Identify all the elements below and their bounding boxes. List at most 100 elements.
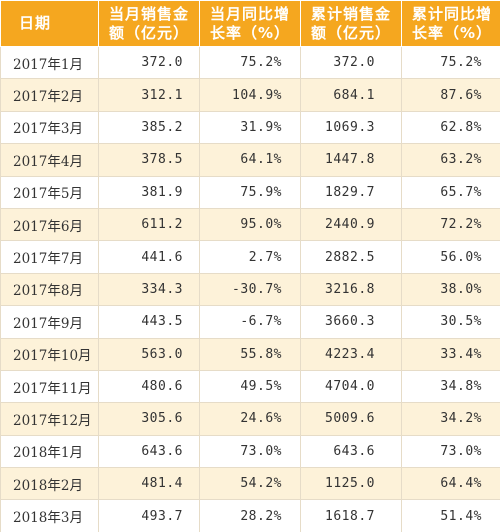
- header-cumulative-growth: 累计同比增 长率（%）: [401, 0, 500, 47]
- cell-cumulative-growth: 73.0%: [401, 434, 500, 469]
- table-row: 2018年3月 493.7 28.2% 1618.7 51.4%: [0, 499, 500, 532]
- table-body: 2017年1月 372.0 75.2% 372.0 75.2% 2017年2月 312.1 1…: [0, 45, 500, 532]
- cell-monthly-growth: 54.2%: [199, 467, 301, 501]
- cell-month: 2018年3月: [0, 499, 99, 532]
- cell-monthly-growth: 49.5%: [199, 369, 301, 404]
- cell-cumulative-growth: 34.2%: [401, 402, 500, 436]
- cell-monthly-sales: 481.4: [98, 467, 200, 501]
- cell-monthly-growth: 64.1%: [199, 143, 301, 177]
- cell-cumulative-sales: 1125.0: [300, 467, 402, 501]
- cell-cumulative-growth: 34.8%: [401, 369, 500, 404]
- cell-monthly-growth: 75.9%: [199, 175, 301, 209]
- cell-monthly-sales: 385.2: [98, 110, 200, 145]
- cell-cumulative-sales: 684.1: [300, 78, 402, 112]
- cell-cumulative-sales: 2440.9: [300, 207, 402, 242]
- cell-month: 2018年1月: [0, 434, 99, 469]
- table-row: 2017年2月 312.1 104.9% 684.1 87.6%: [0, 78, 500, 112]
- table-row: 2017年11月 480.6 49.5% 4704.0 34.8%: [0, 369, 500, 404]
- cell-cumulative-growth: 30.5%: [401, 305, 500, 339]
- cell-cumulative-sales: 5009.6: [300, 402, 402, 436]
- cell-monthly-growth: 73.0%: [199, 434, 301, 469]
- table-row: 2017年8月 334.3 -30.7% 3216.8 38.0%: [0, 272, 500, 307]
- table-row: 2017年1月 372.0 75.2% 372.0 75.2%: [0, 45, 500, 80]
- cell-monthly-growth: 24.6%: [199, 402, 301, 436]
- cell-monthly-growth: 104.9%: [199, 78, 301, 112]
- cell-month: 2017年3月: [0, 110, 99, 145]
- cell-month: 2017年6月: [0, 207, 99, 242]
- cell-monthly-growth: -6.7%: [199, 305, 301, 339]
- cell-month: 2017年9月: [0, 305, 99, 339]
- cell-monthly-sales: 381.9: [98, 175, 200, 209]
- cell-cumulative-sales: 4704.0: [300, 369, 402, 404]
- cell-cumulative-growth: 87.6%: [401, 78, 500, 112]
- cell-cumulative-sales: 372.0: [300, 45, 402, 80]
- cell-cumulative-growth: 64.4%: [401, 467, 500, 501]
- cell-monthly-growth: 2.7%: [199, 240, 301, 274]
- cell-monthly-growth: 75.2%: [199, 45, 301, 80]
- cell-cumulative-growth: 65.7%: [401, 175, 500, 209]
- cell-monthly-growth: -30.7%: [199, 272, 301, 307]
- cell-monthly-sales: 305.6: [98, 402, 200, 436]
- table-row: 2017年10月 563.0 55.8% 4223.4 33.4%: [0, 337, 500, 371]
- cell-monthly-growth: 95.0%: [199, 207, 301, 242]
- cell-cumulative-sales: 1829.7: [300, 175, 402, 209]
- cell-month: 2017年8月: [0, 272, 99, 307]
- cell-monthly-sales: 312.1: [98, 78, 200, 112]
- cell-month: 2018年2月: [0, 467, 99, 501]
- cell-monthly-sales: 480.6: [98, 369, 200, 404]
- table-row: 2017年9月 443.5 -6.7% 3660.3 30.5%: [0, 305, 500, 339]
- cell-month: 2017年5月: [0, 175, 99, 209]
- cell-month: 2017年4月: [0, 143, 99, 177]
- cell-monthly-growth: 31.9%: [199, 110, 301, 145]
- cell-monthly-sales: 441.6: [98, 240, 200, 274]
- table-header: 日期 当月销售金 额（亿元） 当月同比增 长率（%） 累计销售金 额（亿元） 累…: [0, 0, 500, 47]
- cell-cumulative-growth: 62.8%: [401, 110, 500, 145]
- cell-monthly-sales: 643.6: [98, 434, 200, 469]
- cell-cumulative-growth: 51.4%: [401, 499, 500, 532]
- cell-monthly-sales: 563.0: [98, 337, 200, 371]
- table-row: 2017年4月 378.5 64.1% 1447.8 63.2%: [0, 143, 500, 177]
- cell-monthly-sales: 334.3: [98, 272, 200, 307]
- table-row: 2017年5月 381.9 75.9% 1829.7 65.7%: [0, 175, 500, 209]
- cell-cumulative-growth: 75.2%: [401, 45, 500, 80]
- header-monthly-sales: 当月销售金 额（亿元）: [98, 0, 200, 47]
- table-row: 2017年6月 611.2 95.0% 2440.9 72.2%: [0, 207, 500, 242]
- table-row: 2017年3月 385.2 31.9% 1069.3 62.8%: [0, 110, 500, 145]
- cell-cumulative-sales: 1618.7: [300, 499, 402, 532]
- cell-month: 2017年1月: [0, 45, 99, 80]
- header-monthly-growth: 当月同比增 长率（%）: [199, 0, 301, 47]
- cell-monthly-sales: 611.2: [98, 207, 200, 242]
- table-row: 2017年12月 305.6 24.6% 5009.6 34.2%: [0, 402, 500, 436]
- cell-monthly-growth: 28.2%: [199, 499, 301, 532]
- cell-cumulative-sales: 643.6: [300, 434, 402, 469]
- header-date: 日期: [0, 0, 99, 47]
- cell-monthly-growth: 55.8%: [199, 337, 301, 371]
- cell-cumulative-sales: 4223.4: [300, 337, 402, 371]
- cell-monthly-sales: 493.7: [98, 499, 200, 532]
- cell-month: 2017年10月: [0, 337, 99, 371]
- cell-monthly-sales: 443.5: [98, 305, 200, 339]
- cell-cumulative-sales: 3216.8: [300, 272, 402, 307]
- cell-cumulative-sales: 3660.3: [300, 305, 402, 339]
- header-row: 日期 当月销售金 额（亿元） 当月同比增 长率（%） 累计销售金 额（亿元） 累…: [0, 0, 500, 47]
- cell-cumulative-growth: 33.4%: [401, 337, 500, 371]
- cell-cumulative-growth: 56.0%: [401, 240, 500, 274]
- cell-cumulative-growth: 38.0%: [401, 272, 500, 307]
- cell-month: 2017年11月: [0, 369, 99, 404]
- cell-month: 2017年7月: [0, 240, 99, 274]
- table-row: 2018年2月 481.4 54.2% 1125.0 64.4%: [0, 467, 500, 501]
- cell-cumulative-sales: 1069.3: [300, 110, 402, 145]
- cell-monthly-sales: 372.0: [98, 45, 200, 80]
- cell-cumulative-growth: 72.2%: [401, 207, 500, 242]
- table-row: 2018年1月 643.6 73.0% 643.6 73.0%: [0, 434, 500, 469]
- header-cumulative-sales: 累计销售金 额（亿元）: [300, 0, 402, 47]
- cell-cumulative-growth: 63.2%: [401, 143, 500, 177]
- cell-cumulative-sales: 1447.8: [300, 143, 402, 177]
- cell-month: 2017年2月: [0, 78, 99, 112]
- cell-cumulative-sales: 2882.5: [300, 240, 402, 274]
- table-row: 2017年7月 441.6 2.7% 2882.5 56.0%: [0, 240, 500, 274]
- cell-month: 2017年12月: [0, 402, 99, 436]
- cell-monthly-sales: 378.5: [98, 143, 200, 177]
